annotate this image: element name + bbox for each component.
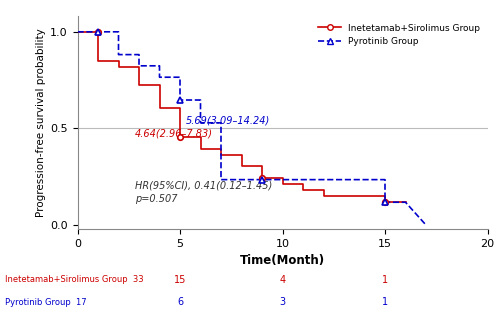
Text: 1: 1 [382, 298, 388, 307]
Text: 3: 3 [280, 298, 285, 307]
Text: 1: 1 [382, 275, 388, 284]
Legend: Inetetamab+Sirolimus Group, Pyrotinib Group: Inetetamab+Sirolimus Group, Pyrotinib Gr… [316, 21, 483, 49]
Text: 5.69(3.09–14.24): 5.69(3.09–14.24) [186, 115, 270, 126]
Text: 15: 15 [174, 275, 186, 284]
X-axis label: Time(Month): Time(Month) [240, 254, 325, 267]
Text: 6: 6 [177, 298, 183, 307]
Y-axis label: Progression-free survival probability: Progression-free survival probability [36, 28, 46, 217]
Text: Pyrotinib Group  17: Pyrotinib Group 17 [5, 298, 86, 307]
Text: 4.64(2.96–7.83): 4.64(2.96–7.83) [135, 128, 213, 138]
Text: p=0.507: p=0.507 [135, 194, 178, 204]
Text: HR(95%CI), 0.41(0.12–1.45): HR(95%CI), 0.41(0.12–1.45) [135, 180, 272, 190]
Text: 4: 4 [280, 275, 285, 284]
Text: Inetetamab+Sirolimus Group  33: Inetetamab+Sirolimus Group 33 [5, 275, 143, 284]
